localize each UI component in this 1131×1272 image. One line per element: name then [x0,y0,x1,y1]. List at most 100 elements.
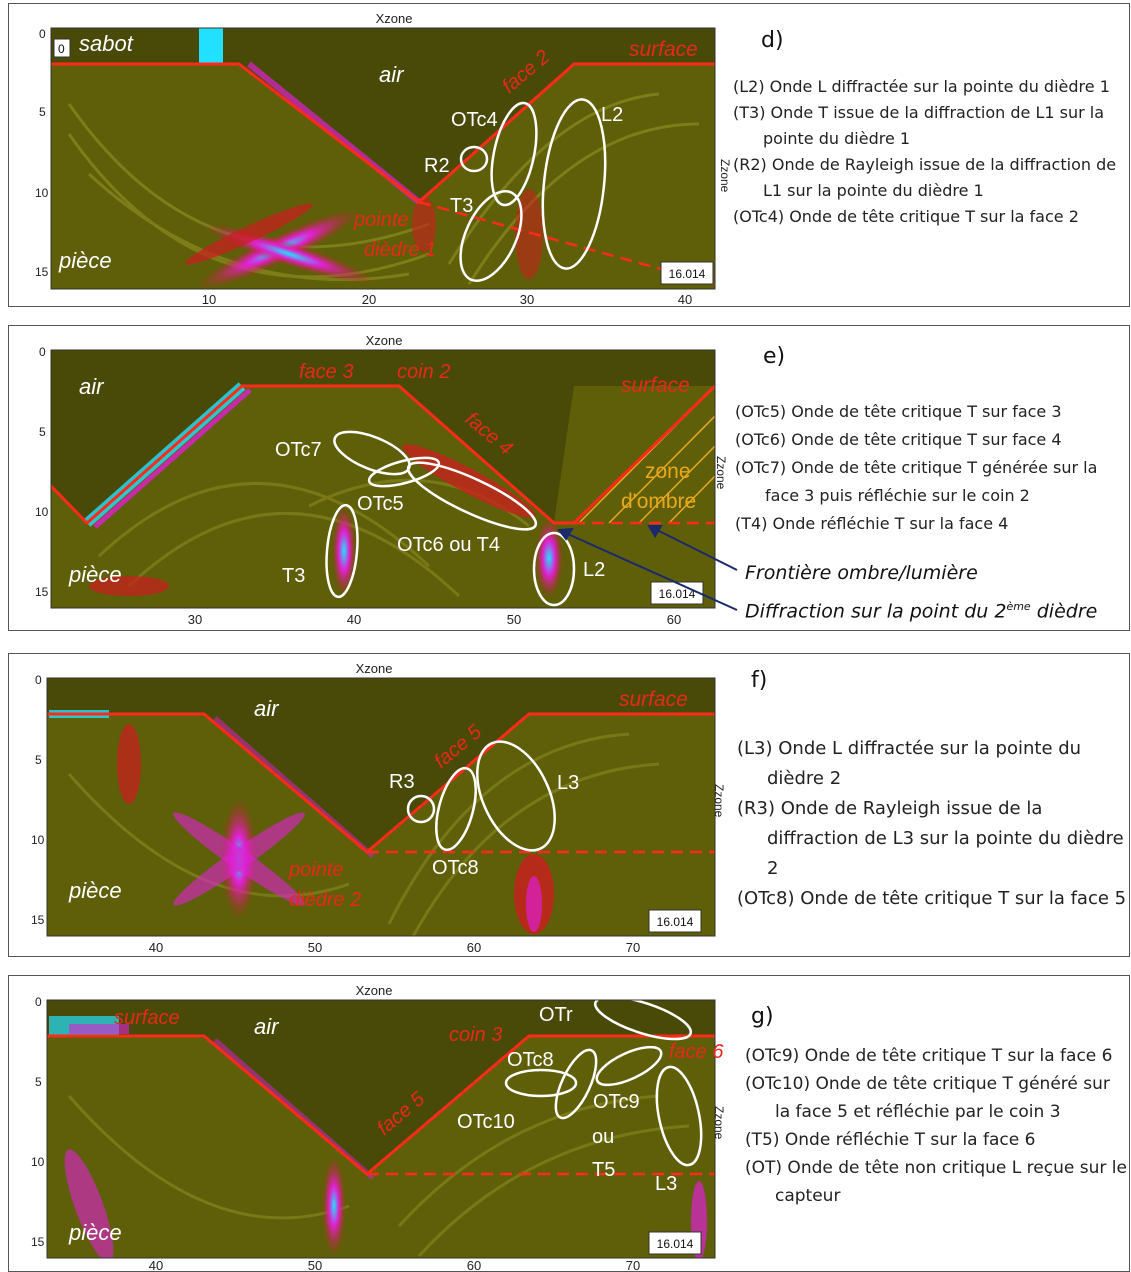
x-tick: 50 [308,940,322,955]
label-r3: R3 [389,771,415,793]
label-piece: pièce [68,1220,122,1245]
legend-line: (R3) Onde de Rayleigh issue de la diffra… [737,794,1127,884]
y-tick: 0 [35,673,42,687]
x-ticks: 30 40 50 60 [188,612,681,627]
note-diffraction: Diffraction sur la point du 2ème dièdre [745,600,1097,622]
y-ticks: 0 5 10 15 [31,995,45,1249]
x-tick: 40 [678,292,692,306]
y-tick: 5 [39,105,46,119]
label-l2: L2 [601,104,623,126]
x-axis-title: Xzone [376,11,413,26]
x-tick: 40 [347,612,361,627]
x-ticks: 40 50 60 70 [149,940,640,955]
label-piece: pièce [68,878,122,903]
x-tick: 70 [626,1258,640,1272]
label-air: air [79,374,105,399]
label-piece: pièce [68,562,122,587]
sabot-cyan-block [199,28,223,64]
y-ticks: 0 5 10 15 [35,345,49,599]
legend-line: (OTc10) Onde de tête critique T généré s… [745,1070,1129,1126]
label-pointe: pointe [353,209,409,231]
legend-line: (OTc7) Onde de tête critique T générée s… [735,454,1127,510]
z-axis-title: Zzone [714,456,728,490]
label-air: air [379,62,405,87]
x-tick: 30 [188,612,202,627]
legend-d: (L2) Onde L diffractée sur la pointe du … [733,74,1123,230]
legend-line: (T5) Onde réfléchie T sur la face 6 [745,1126,1129,1154]
y-tick: 15 [35,265,49,279]
x-ticks: 40 50 60 70 [149,1258,640,1272]
label-air: air [254,1014,280,1039]
legend-line: (T3) Onde T issue de la diffraction de L… [733,100,1123,152]
label-coin2: coin 2 [397,361,450,383]
label-otc4: OTc4 [451,109,498,131]
label-t5: T5 [592,1159,615,1181]
y-tick: 5 [39,425,46,439]
y-ticks: 0 5 10 15 [31,673,45,927]
label-t3: T3 [282,565,305,587]
label-t3: T3 [450,195,473,217]
x-ticks: 10 20 30 40 [202,292,692,306]
x-tick: 60 [467,940,481,955]
x-tick: 60 [667,612,681,627]
label-pointe: pointe [288,859,344,881]
label-diedre: dièdre 1 [364,239,436,261]
note-diffraction-text: Diffraction sur la point du 2 [745,600,1006,622]
x-tick: 10 [202,292,216,306]
label-surface: surface [619,688,688,711]
legend-line: (OTc5) Onde de tête critique T sur face … [735,398,1127,426]
label-r2: R2 [424,155,450,177]
y-tick: 15 [31,1235,45,1249]
panel-letter-d: d) [761,28,784,53]
y-tick: 15 [31,913,45,927]
legend-line: (OTc4) Onde de tête critique T sur la fa… [733,204,1123,230]
y-tick: 5 [35,1075,42,1089]
label-surface: surface [621,374,690,397]
label-otc7: OTc7 [275,439,322,461]
label-l3: L3 [655,1173,677,1195]
z-axis-title: Zzone [712,784,726,818]
zero-tick-box: 0 [58,42,65,56]
label-diedre: dièdre 2 [289,889,361,911]
time-readout: 16.014 [669,267,706,281]
x-tick: 40 [149,1258,163,1272]
label-ou: ou [592,1126,614,1148]
time-readout: 16.014 [657,915,694,929]
legend-g: (OTc9) Onde de tête critique T sur la fa… [745,1042,1129,1210]
panel-letter-e: e) [763,344,785,369]
y-tick: 10 [31,1155,45,1169]
note-diffraction-end: dièdre [1031,600,1098,622]
legend-line: (OTc8) Onde de tête critique T sur la fa… [737,884,1127,914]
legend-line: (L2) Onde L diffractée sur la pointe du … [733,74,1123,100]
panel-letter-f: f) [751,668,767,693]
x-tick: 60 [467,1258,481,1272]
z-axis-title: Zzone [718,159,732,193]
label-air: air [254,696,280,721]
y-tick: 10 [35,186,49,200]
label-ombre: d'ombre [621,490,696,513]
label-surface: surface [629,38,698,61]
legend-line: (OTc9) Onde de tête critique T sur la fa… [745,1042,1129,1070]
t3-wave [332,506,356,596]
time-readout: 16.014 [657,1237,694,1251]
x-tick: 20 [362,292,376,306]
label-otc8: OTc8 [432,857,479,879]
label-l3: L3 [557,772,579,794]
legend-f: (L3) Onde L diffractée sur la pointe du … [737,734,1127,914]
note-frontiere: Frontière ombre/lumière [745,562,978,584]
label-sabot: sabot [79,31,134,56]
legend-line: (T4) Onde réfléchie T sur la face 4 [735,510,1127,538]
y-tick: 0 [39,345,46,359]
x-tick: 40 [149,940,163,955]
x-axis-title: Xzone [356,983,393,998]
panel-d: Xzone [8,3,1130,307]
y-tick: 0 [35,995,42,1009]
label-otc10: OTc10 [457,1111,515,1133]
label-otc5: OTc5 [357,493,404,515]
label-coin3: coin 3 [449,1024,502,1046]
y-ticks: 0 5 10 15 [35,27,49,279]
legend-line: (OT) Onde de tête non critique L reçue s… [745,1154,1129,1210]
x-tick: 30 [520,292,534,306]
panel-letter-g: g) [751,1004,774,1029]
label-zone: zone [645,460,691,483]
